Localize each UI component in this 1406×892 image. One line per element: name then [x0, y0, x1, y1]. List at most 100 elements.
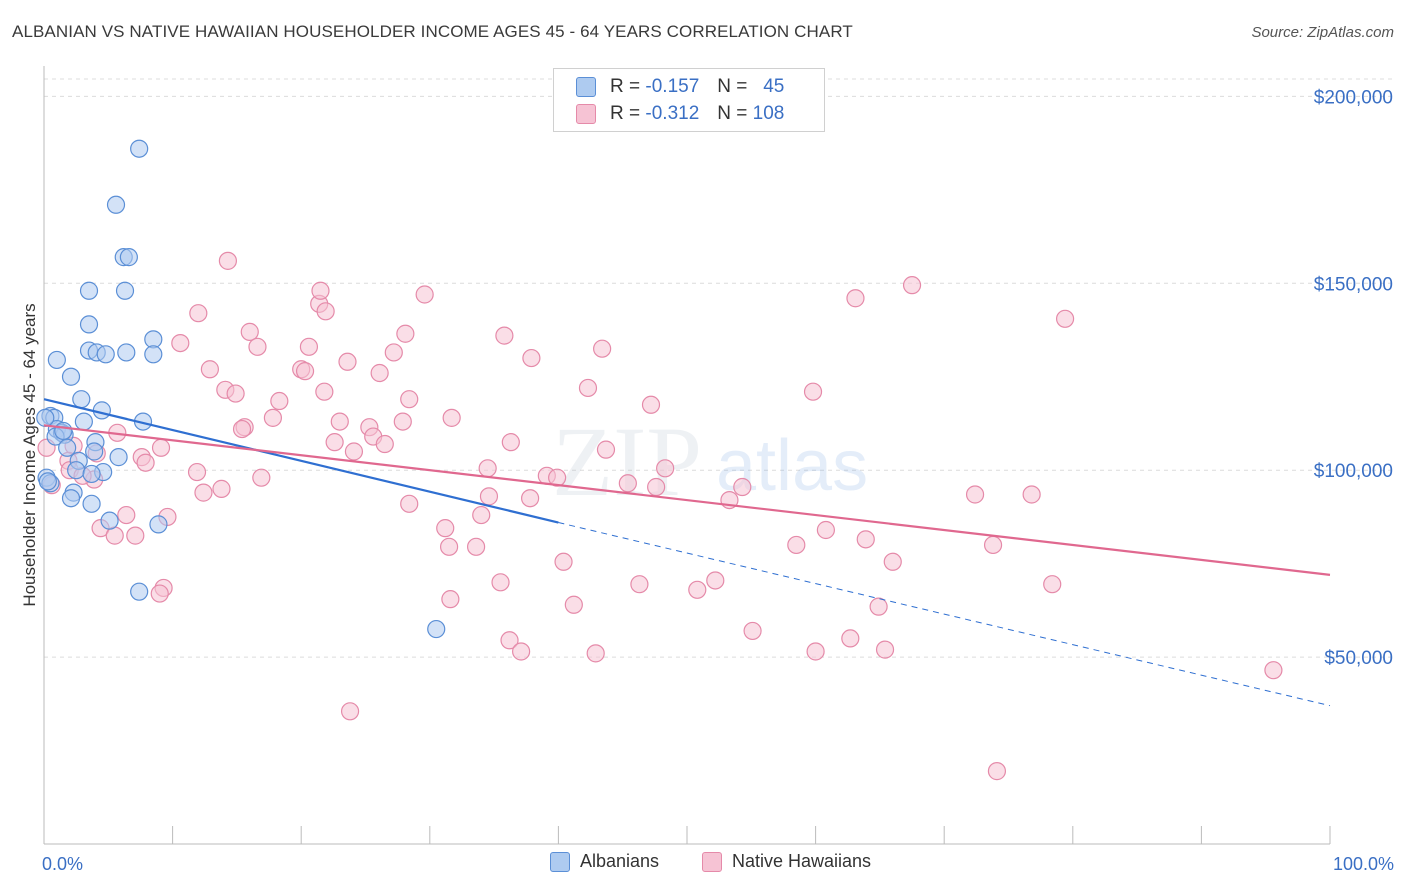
y-tick-label: $200,000 — [1314, 87, 1393, 108]
native-hawaiian-point — [841, 629, 860, 648]
native-hawaiian-point — [491, 573, 510, 592]
albanian-point — [100, 511, 119, 530]
native-hawaiian-point — [396, 324, 415, 343]
albanian-point — [72, 390, 91, 409]
native-hawaiian-point — [375, 434, 394, 454]
albanian-point — [115, 281, 135, 300]
native-hawaiian-point — [439, 537, 459, 556]
native-hawaiian-point — [436, 519, 455, 538]
native-hawaiian-point — [189, 304, 208, 323]
albanian-point — [119, 248, 138, 267]
bottom-legend-swatch-pink — [702, 851, 722, 872]
source-credit: Source: ZipAtlas.com — [1251, 24, 1394, 41]
albanian-point — [85, 442, 104, 461]
watermark: ZIP atlas — [552, 406, 868, 517]
trend-lines — [43, 398, 1331, 707]
native-hawaiian-point — [232, 419, 252, 439]
tick-labels: $50,000 $100,000 $150,000 $200,000 0.0% 100.0… — [20, 87, 1394, 874]
albanian-point — [92, 401, 111, 420]
albanian-point — [47, 350, 66, 370]
legend-swatch-pink — [576, 104, 596, 124]
bottom-legend-swatch-blue — [550, 851, 570, 872]
native-hawaiian-point — [466, 537, 486, 556]
legend-n-label: N = — [717, 103, 748, 124]
native-hawaiian-point — [803, 382, 823, 401]
legend-r-label: R = — [610, 103, 641, 124]
native-hawaiian-point — [415, 285, 434, 304]
legend-r-label: R = — [610, 76, 641, 97]
native-hawaiian-point — [316, 302, 335, 321]
chart-title: ALBANIAN VS NATIVE HAWAIIAN HOUSEHOLDER … — [12, 22, 853, 41]
albanian-point — [67, 461, 86, 480]
native-hawaiian-point — [218, 251, 237, 270]
bottom-legend-albanians: Albanians — [550, 851, 659, 872]
native-hawaiian-point — [647, 477, 666, 497]
albanian-point — [79, 281, 99, 300]
albanian-point — [36, 408, 55, 427]
native-hawaiian-point — [501, 433, 520, 452]
native-hawaiian-point — [295, 362, 315, 381]
native-hawaiian-point — [554, 552, 573, 571]
native-hawaiian-point — [126, 526, 145, 545]
native-hawaiian-point — [200, 360, 219, 379]
native-hawaiian-point — [400, 390, 419, 409]
native-hawaiian-point — [733, 477, 752, 497]
albanian-point — [38, 472, 57, 491]
native-hawaiian-point — [400, 494, 419, 513]
albanians-points — [36, 139, 446, 639]
native-hawaiian-point — [136, 453, 155, 472]
native-hawaiian-point — [593, 339, 612, 358]
native-hawaiian-point — [656, 459, 675, 478]
legend-row-native-hawaiians: R = -0.312 N = 108 — [576, 102, 784, 126]
native-hawaiian-point — [495, 326, 514, 345]
albanian-point — [117, 343, 136, 362]
native-hawaiian-point — [299, 337, 319, 356]
albanian-point — [61, 367, 81, 386]
native-hawaiian-point — [743, 621, 762, 641]
native-hawaiian-point — [965, 485, 985, 504]
native-hawaiian-point — [500, 631, 519, 650]
native-hawaiian-point — [187, 462, 207, 482]
native-hawaiian-point — [521, 489, 540, 508]
native-hawaiian-point — [472, 505, 491, 525]
native-hawaiian-point — [641, 395, 661, 414]
y-tick-label: $100,000 — [1314, 461, 1393, 482]
native-hawaiian-point — [340, 702, 360, 721]
native-hawaiian-point — [618, 474, 637, 493]
native-hawaiian-point — [117, 505, 136, 525]
albanians-trend-extension — [558, 522, 1331, 707]
native-hawaiian-point — [1264, 661, 1283, 680]
legend-n-label: N = — [717, 76, 748, 97]
native-hawaiian-point — [151, 438, 171, 457]
albanian-point — [61, 489, 81, 508]
bottom-legend-native-hawaiians: Native Hawaiians — [702, 851, 871, 872]
native-hawaiian-point — [983, 535, 1003, 555]
native-hawaiian-point — [688, 580, 707, 599]
native-hawaiian-point — [330, 412, 349, 431]
legend-swatch-blue — [576, 77, 596, 97]
native-hawaiian-point — [522, 348, 541, 368]
native-hawaiian-point — [816, 520, 835, 540]
bottom-legend-label: Native Hawaiians — [732, 851, 872, 871]
albanian-point — [54, 421, 73, 441]
legend-n-value-albanians: 45 — [763, 76, 785, 97]
watermark-zip: ZIP — [552, 406, 702, 517]
native-hawaiian-point — [171, 333, 190, 353]
native-hawaiian-point — [478, 459, 497, 478]
native-hawaiian-point — [586, 644, 605, 663]
albanian-point — [82, 464, 101, 484]
native-hawaiian-point — [1022, 485, 1041, 504]
native-hawaiian-point — [194, 483, 213, 502]
native-hawaiian-point — [564, 595, 583, 614]
correlation-legend: R = -0.157 N = 45 R = -0.312 N = 108 — [553, 68, 825, 132]
native-hawaiian-point — [344, 442, 364, 461]
native-hawaiian-point — [226, 384, 245, 403]
legend-row-albanians: R = -0.157 N = 45 — [576, 75, 784, 99]
legend-n-value-native-hawaiians: 108 — [752, 103, 785, 124]
albanian-point — [130, 582, 149, 601]
y-tick-label: $50,000 — [1324, 648, 1393, 669]
x-tick-label-max: 100.0% — [1333, 854, 1394, 874]
albanian-point — [79, 315, 99, 334]
native-hawaiian-point — [856, 530, 875, 549]
